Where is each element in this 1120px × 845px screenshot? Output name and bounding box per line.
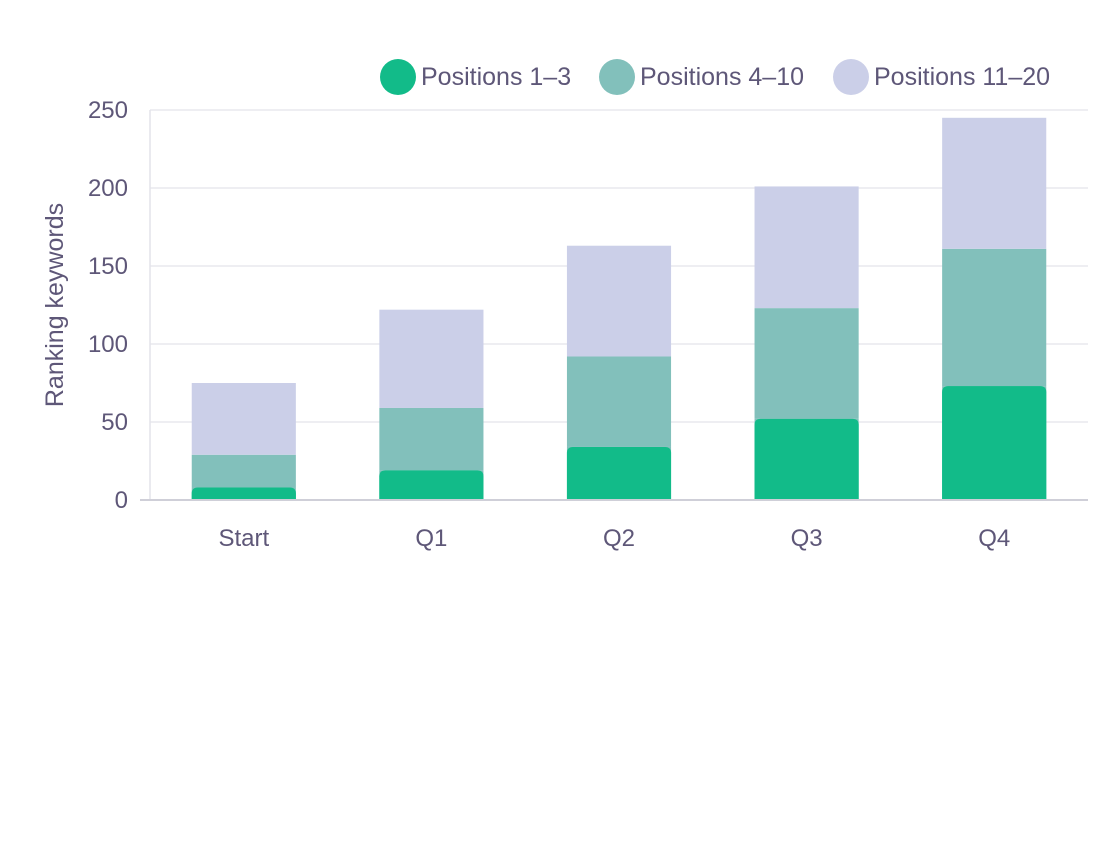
bar-start-series-3[interactable] — [191, 383, 296, 455]
legend: Positions 1–3 Positions 4–10 Positions 11–… — [380, 59, 1050, 95]
x-tick-label: Q4 — [978, 525, 1010, 552]
y-tick-label: 250 — [88, 97, 128, 124]
legend-label: Positions 11–20 — [874, 63, 1050, 91]
bar-q2-series-2[interactable] — [566, 356, 672, 447]
y-tick-label: 100 — [88, 331, 128, 358]
y-axis-title: Ranking keywords — [41, 203, 69, 407]
legend-swatch — [599, 59, 635, 95]
bars — [191, 117, 1047, 500]
bar-q2-top-positions[interactable] — [566, 446, 672, 500]
x-tick-label: Start — [218, 525, 269, 552]
x-tick-label: Q3 — [791, 525, 823, 552]
x-tick-label: Q1 — [415, 525, 447, 552]
y-tick-label: 200 — [88, 175, 128, 202]
bar-q1-series-2[interactable] — [379, 407, 484, 471]
axes: 0 50 100 150 200 250 Start Q1 Q2 Q3 Q4 — [88, 97, 1088, 552]
bar-q2-series-3[interactable] — [566, 245, 672, 357]
bar-q1-top-positions[interactable] — [379, 470, 484, 500]
y-tick-label: 0 — [115, 487, 128, 514]
bar-start-series-2[interactable] — [191, 454, 296, 488]
bar-q4-series-3[interactable] — [942, 117, 1047, 249]
y-tick-label: 150 — [88, 253, 128, 280]
bar-q3-series-2[interactable] — [754, 308, 859, 419]
bar-q1-series-3[interactable] — [379, 309, 484, 408]
bar-start-top-positions[interactable] — [191, 487, 296, 500]
bar-q4-top-positions[interactable] — [942, 386, 1047, 500]
bar-q3-top-positions[interactable] — [754, 418, 859, 500]
legend-label: Positions 4–10 — [640, 63, 804, 91]
bar-q3-series-3[interactable] — [754, 186, 859, 309]
x-tick-label: Q2 — [603, 525, 635, 552]
y-tick-label: 50 — [101, 409, 128, 436]
legend-label: Positions 1–3 — [421, 63, 571, 91]
legend-swatch — [380, 59, 416, 95]
bar-q4-series-2[interactable] — [942, 248, 1047, 387]
legend-swatch — [833, 59, 869, 95]
